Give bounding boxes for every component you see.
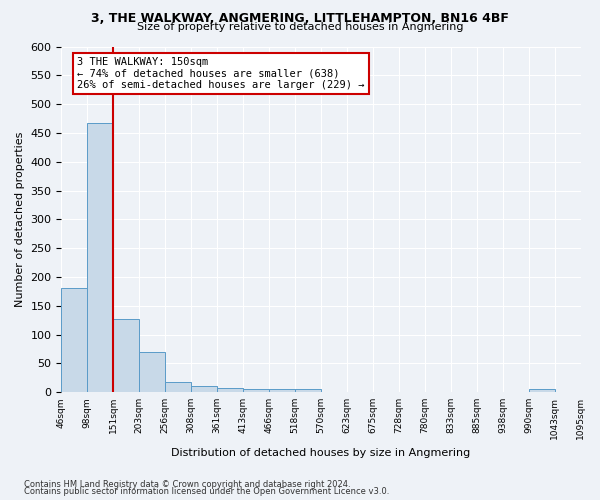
Bar xyxy=(529,390,555,392)
Bar xyxy=(243,390,269,392)
Bar xyxy=(217,388,243,392)
Text: Contains HM Land Registry data © Crown copyright and database right 2024.: Contains HM Land Registry data © Crown c… xyxy=(24,480,350,489)
X-axis label: Distribution of detached houses by size in Angmering: Distribution of detached houses by size … xyxy=(172,448,470,458)
Text: 3 THE WALKWAY: 150sqm
← 74% of detached houses are smaller (638)
26% of semi-det: 3 THE WALKWAY: 150sqm ← 74% of detached … xyxy=(77,57,364,90)
Bar xyxy=(139,352,166,392)
Bar xyxy=(191,386,217,392)
Bar xyxy=(61,288,87,392)
Y-axis label: Number of detached properties: Number of detached properties xyxy=(15,132,25,307)
Bar xyxy=(269,390,295,392)
Bar xyxy=(166,382,191,392)
Bar xyxy=(113,319,139,392)
Text: Size of property relative to detached houses in Angmering: Size of property relative to detached ho… xyxy=(137,22,463,32)
Bar xyxy=(295,390,321,392)
Text: 3, THE WALKWAY, ANGMERING, LITTLEHAMPTON, BN16 4BF: 3, THE WALKWAY, ANGMERING, LITTLEHAMPTON… xyxy=(91,12,509,24)
Text: Contains public sector information licensed under the Open Government Licence v3: Contains public sector information licen… xyxy=(24,487,389,496)
Bar xyxy=(87,122,113,392)
